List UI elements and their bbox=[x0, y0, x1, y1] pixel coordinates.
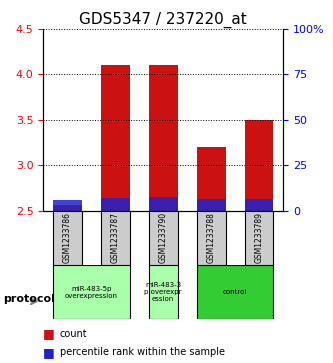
Text: ■: ■ bbox=[43, 346, 55, 359]
Text: ■: ■ bbox=[43, 327, 55, 340]
Text: control: control bbox=[223, 289, 247, 295]
Text: count: count bbox=[60, 329, 88, 339]
Text: GSM1233786: GSM1233786 bbox=[63, 212, 72, 263]
FancyBboxPatch shape bbox=[149, 265, 177, 319]
Text: protocol: protocol bbox=[3, 294, 55, 305]
Bar bbox=[149, 65, 177, 211]
FancyBboxPatch shape bbox=[245, 211, 273, 265]
Text: GSM1233788: GSM1233788 bbox=[206, 212, 216, 263]
FancyBboxPatch shape bbox=[197, 211, 225, 265]
FancyBboxPatch shape bbox=[101, 211, 130, 265]
Bar bbox=[245, 199, 273, 211]
Text: GSM1233787: GSM1233787 bbox=[111, 212, 120, 263]
Bar bbox=[197, 199, 225, 211]
Text: GSM1233790: GSM1233790 bbox=[159, 212, 168, 263]
Bar bbox=[101, 65, 130, 211]
Text: miR-483-5p
overexpression: miR-483-5p overexpression bbox=[65, 286, 118, 299]
Bar bbox=[53, 205, 82, 211]
FancyBboxPatch shape bbox=[53, 265, 130, 319]
Bar bbox=[245, 120, 273, 211]
Bar bbox=[149, 197, 177, 211]
FancyBboxPatch shape bbox=[53, 211, 82, 265]
Bar bbox=[53, 200, 82, 211]
Bar bbox=[197, 147, 225, 211]
Text: percentile rank within the sample: percentile rank within the sample bbox=[60, 347, 225, 357]
Title: GDS5347 / 237220_at: GDS5347 / 237220_at bbox=[79, 12, 247, 28]
FancyBboxPatch shape bbox=[149, 211, 177, 265]
Text: miR-483-3
p overexpr
ession: miR-483-3 p overexpr ession bbox=[145, 282, 182, 302]
Bar bbox=[101, 198, 130, 211]
Text: GSM1233789: GSM1233789 bbox=[254, 212, 264, 263]
FancyBboxPatch shape bbox=[197, 265, 273, 319]
